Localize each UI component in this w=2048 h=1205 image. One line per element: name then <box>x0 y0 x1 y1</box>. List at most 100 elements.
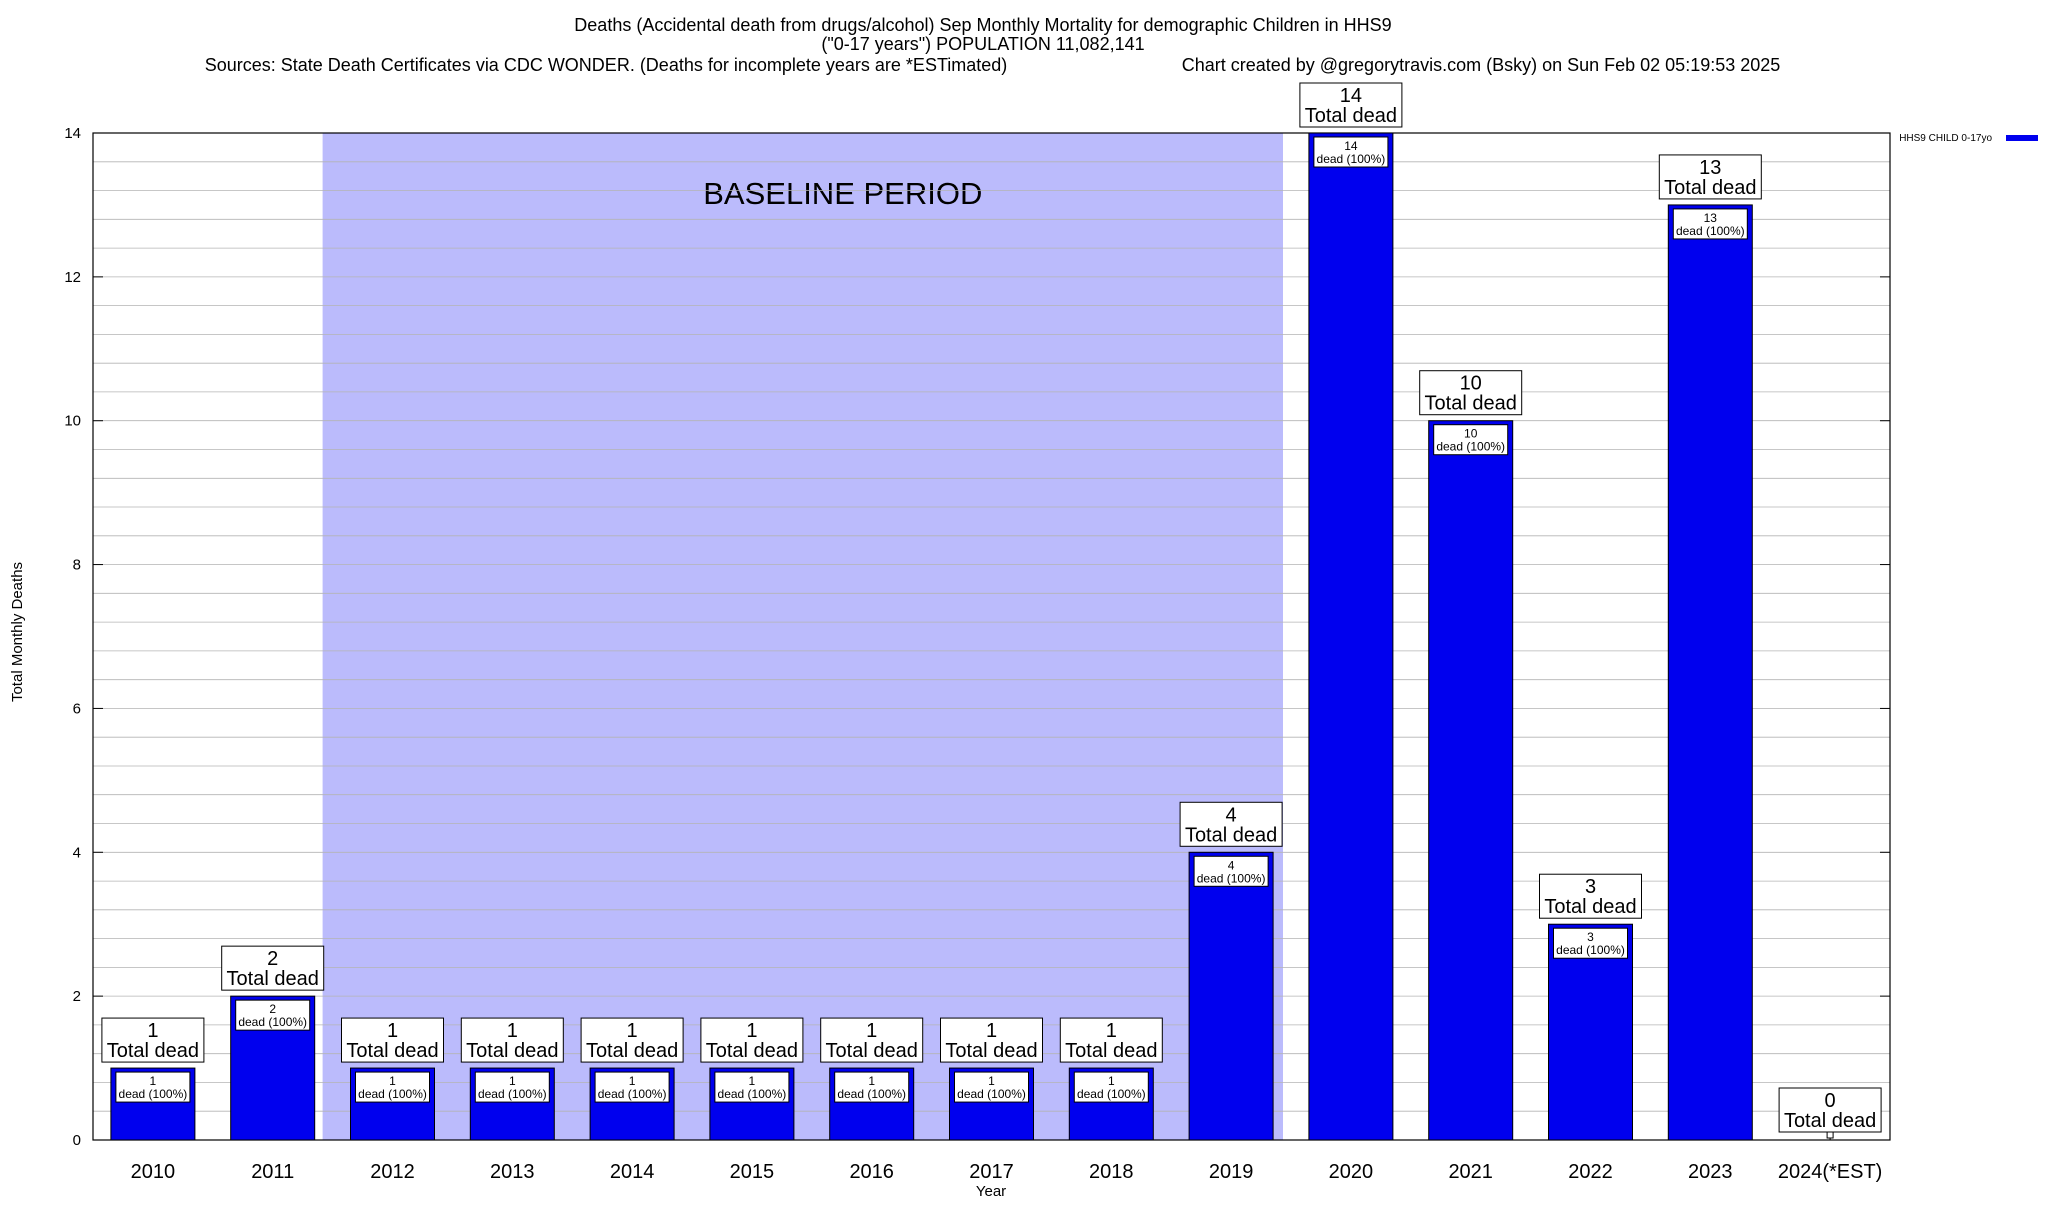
bar-total-label-box <box>1539 873 1642 919</box>
bar-total-label: Total dead <box>1664 177 1756 199</box>
bar-inner-value: 1 <box>1108 1074 1115 1088</box>
bar-inner-label: dead (100%) <box>957 1087 1026 1101</box>
bar-total-value: 1 <box>1106 1020 1117 1042</box>
bar-total-value: 3 <box>1585 876 1596 898</box>
bar-inner-value: 4 <box>1228 858 1235 872</box>
bar-inner-value: 1 <box>150 1074 157 1088</box>
bar-total-label-box <box>1059 1017 1163 1063</box>
bar-inner-label-box <box>1553 927 1628 959</box>
bar-total-label-box <box>700 1017 804 1063</box>
bar-inner-label-box <box>1433 424 1509 456</box>
bar-inner-label-box <box>474 1071 550 1103</box>
bar-total-label: Total dead <box>1784 1110 1876 1132</box>
legend-entry-swatch <box>2006 135 2038 141</box>
bar-total-label: Total dead <box>346 1040 438 1062</box>
bar-inner-label-box <box>235 999 311 1031</box>
x-tick-label: 2014 <box>610 1161 655 1183</box>
bar-total-value: 1 <box>627 1020 638 1042</box>
bar-total-label-box <box>221 945 325 991</box>
bar-total-label-box <box>460 1017 564 1063</box>
bar-zero-marker <box>1826 1131 1834 1139</box>
bar-total-value: 14 <box>1340 85 1362 107</box>
bar-inner-label-box <box>355 1071 430 1103</box>
x-tick-label: 2018 <box>1089 1161 1134 1183</box>
bar-total-value: 10 <box>1460 373 1482 395</box>
y-tick-label: 2 <box>73 988 81 1005</box>
x-tick-label: 2013 <box>490 1161 535 1183</box>
bar-inner-label: dead (100%) <box>238 1015 307 1029</box>
bar-inner-label: dead (100%) <box>598 1087 667 1101</box>
bar-inner-label-box <box>1193 855 1269 887</box>
bar-total-label: Total dead <box>466 1040 558 1062</box>
bar-inner-value: 3 <box>1587 930 1594 944</box>
bar-inner-label: dead (100%) <box>1317 152 1386 166</box>
y-tick-label: 10 <box>64 413 81 430</box>
x-tick-label: 2021 <box>1448 1161 1493 1183</box>
bar-inner-value: 13 <box>1704 211 1718 225</box>
bar-inner-value: 1 <box>389 1074 396 1088</box>
bar-total-value: 1 <box>986 1020 997 1042</box>
x-axis-label: Year <box>976 1183 1006 1200</box>
bar-total-label-box <box>1658 154 1762 200</box>
bar-total-value: 1 <box>746 1020 757 1042</box>
bar-inner-value: 14 <box>1344 139 1358 153</box>
bar-total-label: Total dead <box>1065 1040 1157 1062</box>
bar-total-label-box <box>580 1017 684 1063</box>
bar-total-value: 0 <box>1825 1090 1836 1112</box>
bar <box>1428 420 1514 1141</box>
bar-inner-label-box <box>834 1071 910 1103</box>
bar-total-value: 1 <box>147 1020 158 1042</box>
bar-inner-label: dead (100%) <box>1676 224 1745 238</box>
x-tick-label: 2020 <box>1329 1161 1374 1183</box>
y-tick-label: 8 <box>73 557 81 574</box>
bar-total-value: 1 <box>387 1020 398 1042</box>
bar-inner-value: 1 <box>629 1074 636 1088</box>
bar-inner-label: dead (100%) <box>1436 440 1505 454</box>
bar-inner-label-box <box>954 1071 1029 1103</box>
x-tick-label: 2011 <box>251 1161 294 1183</box>
bar-total-label: Total dead <box>107 1040 199 1062</box>
bar-inner-value: 10 <box>1464 427 1478 441</box>
bar-total-label-box <box>341 1017 444 1063</box>
bar-inner-value: 1 <box>988 1074 995 1088</box>
x-tick-label: 2024(*EST) <box>1778 1161 1883 1183</box>
x-tick-label: 2022 <box>1568 1161 1613 1183</box>
bar-total-value: 13 <box>1699 157 1721 179</box>
bar-total-label: Total dead <box>586 1040 678 1062</box>
bar-inner-label: dead (100%) <box>837 1087 906 1101</box>
bar <box>1548 923 1633 1141</box>
bar-total-label: Total dead <box>706 1040 798 1062</box>
x-tick-label: 2017 <box>969 1161 1014 1183</box>
bar-total-value: 4 <box>1226 804 1237 826</box>
x-tick-label: 2012 <box>370 1161 415 1183</box>
bar-inner-value: 1 <box>868 1074 875 1088</box>
bar <box>1308 132 1394 1141</box>
bar-total-label-box <box>1299 82 1403 128</box>
x-tick-label: 2015 <box>730 1161 775 1183</box>
y-tick-label: 4 <box>73 844 81 861</box>
bar-total-value: 2 <box>267 948 278 970</box>
bar-total-label: Total dead <box>227 968 319 990</box>
x-tick-label: 2019 <box>1209 1161 1254 1183</box>
y-tick-label: 6 <box>73 700 81 717</box>
bar-total-label: Total dead <box>1544 896 1636 918</box>
bar-total-label: Total dead <box>826 1040 918 1062</box>
bar-inner-value: 2 <box>269 1002 276 1016</box>
bar-inner-label: dead (100%) <box>358 1087 427 1101</box>
bar-total-label-box <box>1419 370 1523 416</box>
bar-total-label-box <box>1179 801 1283 847</box>
bar-inner-value: 1 <box>509 1074 516 1088</box>
baseline-period-region <box>322 133 1284 1140</box>
bar-total-label-box <box>1778 1087 1882 1133</box>
bar <box>1667 204 1753 1141</box>
bar-total-value: 1 <box>866 1020 877 1042</box>
chart-credit: Chart created by @gregorytravis.com (Bsk… <box>1182 55 1781 75</box>
bar-inner-label-box <box>714 1071 790 1103</box>
chart-subtitle: ("0-17 years") POPULATION 11,082,141 <box>821 34 1144 54</box>
bar-total-label: Total dead <box>1185 824 1277 846</box>
bar-inner-label-box <box>1073 1071 1149 1103</box>
y-axis-label: Total Monthly Deaths <box>9 562 26 702</box>
